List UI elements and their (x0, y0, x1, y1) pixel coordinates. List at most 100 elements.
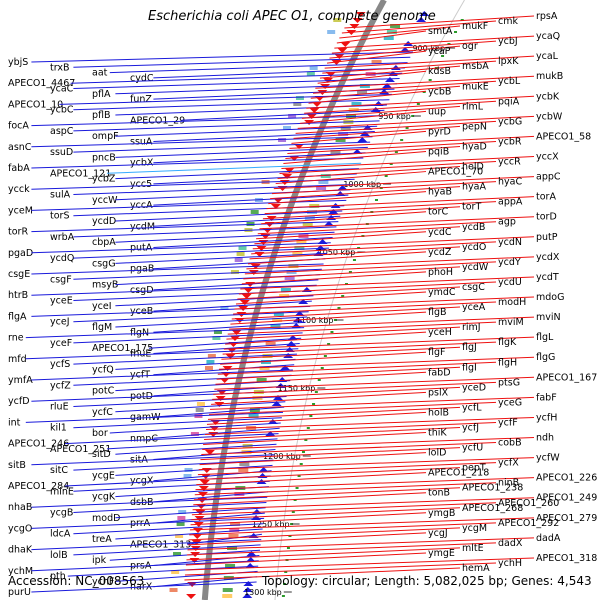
cog-bar (359, 84, 370, 88)
forward-gene-arrow (186, 594, 197, 599)
left-leader-line (153, 237, 333, 248)
right-leader-line (200, 447, 461, 461)
cog-bar (204, 366, 213, 370)
tick-dot (352, 259, 356, 261)
left-leader-line (73, 247, 329, 259)
right-gene-label: cobB (498, 438, 522, 449)
right-gene-label: ycgM (462, 523, 487, 534)
right-gene-label: ycdX (536, 252, 560, 263)
right-leader-line (199, 452, 427, 466)
right-gene-label: APECO1_70 (428, 167, 483, 178)
right-leader-line (188, 527, 461, 541)
cog-bar (249, 408, 260, 412)
right-leader-line (241, 271, 427, 285)
left-gene-label: potD (130, 391, 153, 402)
left-gene-label: ycc5 (130, 179, 152, 190)
right-gene-label: APECO1_58 (536, 131, 591, 142)
right-leader-line (184, 562, 497, 576)
tick-dot (348, 271, 352, 273)
reverse-gene-arrow (294, 311, 305, 316)
right-gene-label: mukE (462, 81, 489, 92)
right-leader-line (229, 316, 535, 330)
cog-bar (265, 342, 276, 346)
right-gene-label: ycaL (536, 51, 559, 62)
cog-bar (230, 522, 241, 526)
cog-bar (316, 186, 327, 190)
right-gene-label: yceA (462, 302, 486, 313)
left-gene-label: torR (8, 227, 28, 238)
right-leader-line (297, 115, 535, 129)
right-gene-label: mltE (462, 543, 484, 554)
forward-gene-arrow (204, 450, 215, 455)
left-leader-line (115, 146, 368, 158)
left-gene-label: APECO1_175 (92, 343, 153, 354)
left-leader-line (31, 517, 265, 529)
left-gene-label: yceJ (50, 317, 70, 328)
left-leader-line (115, 168, 359, 180)
cog-bar (256, 378, 267, 382)
left-gene-label: ycfS (50, 359, 70, 370)
left-gene-label: flgM (92, 322, 112, 333)
right-gene-label: ninB (498, 478, 519, 489)
tick-dot (297, 475, 301, 477)
left-leader-line (153, 364, 295, 376)
left-leader-line (153, 67, 405, 79)
left-gene-label: pflA (92, 89, 111, 100)
right-gene-label: ycbJ (498, 36, 518, 47)
left-gene-label: bor (92, 428, 108, 439)
left-leader-line (153, 215, 341, 227)
right-gene-label: ycfL (462, 402, 482, 413)
right-gene-label: holB (428, 407, 449, 418)
left-gene-label: APECO1_251 (50, 444, 111, 455)
reverse-gene-arrow (419, 11, 430, 16)
right-gene-label: ycdT (536, 272, 559, 283)
right-gene-label: hemA (462, 563, 490, 574)
tick-dot (341, 295, 345, 297)
cog-bar (280, 288, 291, 292)
reverse-gene-arrow (384, 77, 395, 82)
left-leader-line (25, 327, 305, 339)
left-leader-line (115, 380, 291, 392)
left-leader-line (73, 353, 297, 365)
cog-bar (175, 534, 184, 538)
right-gene-label: ycaP (428, 46, 451, 57)
left-leader-line (31, 454, 275, 466)
right-leader-line (235, 291, 427, 305)
forward-gene-arrow (192, 534, 203, 539)
right-leader-line (187, 537, 535, 551)
right-gene-label: ycbB (428, 86, 451, 97)
cog-bar (190, 432, 199, 436)
right-gene-label: pepT (462, 463, 486, 474)
left-leader-line (153, 427, 280, 439)
right-gene-label: csgC (462, 282, 485, 293)
right-leader-line (266, 196, 535, 210)
left-gene-label: dhaK (8, 545, 33, 556)
cog-bar (195, 408, 204, 412)
right-gene-label: thiK (428, 428, 447, 439)
tick-dot (288, 535, 292, 537)
right-gene-label: helD (462, 162, 484, 173)
right-leader-line (249, 246, 461, 260)
right-gene-label: phoH (428, 267, 453, 278)
left-leader-line (109, 549, 261, 561)
right-gene-label: agp (498, 217, 516, 228)
right-gene-label: rimJ (462, 322, 481, 333)
right-gene-label: mukF (462, 21, 488, 32)
cog-bar (230, 270, 239, 274)
right-gene-label: flgL (536, 332, 554, 343)
right-leader-line (230, 311, 427, 325)
left-gene-label: modD (92, 513, 120, 524)
left-gene-label: msyB (92, 280, 118, 291)
right-gene-label: pqiA (498, 96, 520, 107)
right-gene-label: flgG (536, 352, 555, 363)
right-leader-line (331, 40, 497, 54)
cog-bar (183, 474, 192, 478)
right-leader-line (254, 231, 427, 245)
forward-gene-arrow (225, 354, 236, 359)
kbp-tick-label: 1150 kbp (278, 384, 316, 393)
left-gene-label: ycdM (130, 221, 155, 232)
left-gene-label: ybjS (8, 57, 28, 68)
left-gene-label: ycgB (50, 508, 73, 519)
left-gene-label: yceI (92, 301, 112, 312)
right-leader-line (313, 80, 497, 94)
